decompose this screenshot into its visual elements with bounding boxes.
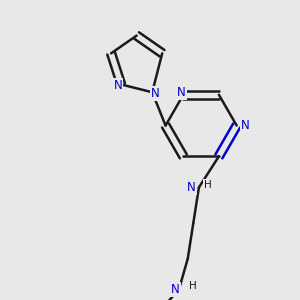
Text: N: N <box>151 87 160 100</box>
Text: H: H <box>190 281 197 291</box>
Text: N: N <box>113 79 122 92</box>
Text: N: N <box>187 181 196 194</box>
Text: N: N <box>177 86 185 99</box>
Text: H: H <box>204 180 212 190</box>
Text: N: N <box>241 119 250 132</box>
Text: N: N <box>171 283 180 296</box>
